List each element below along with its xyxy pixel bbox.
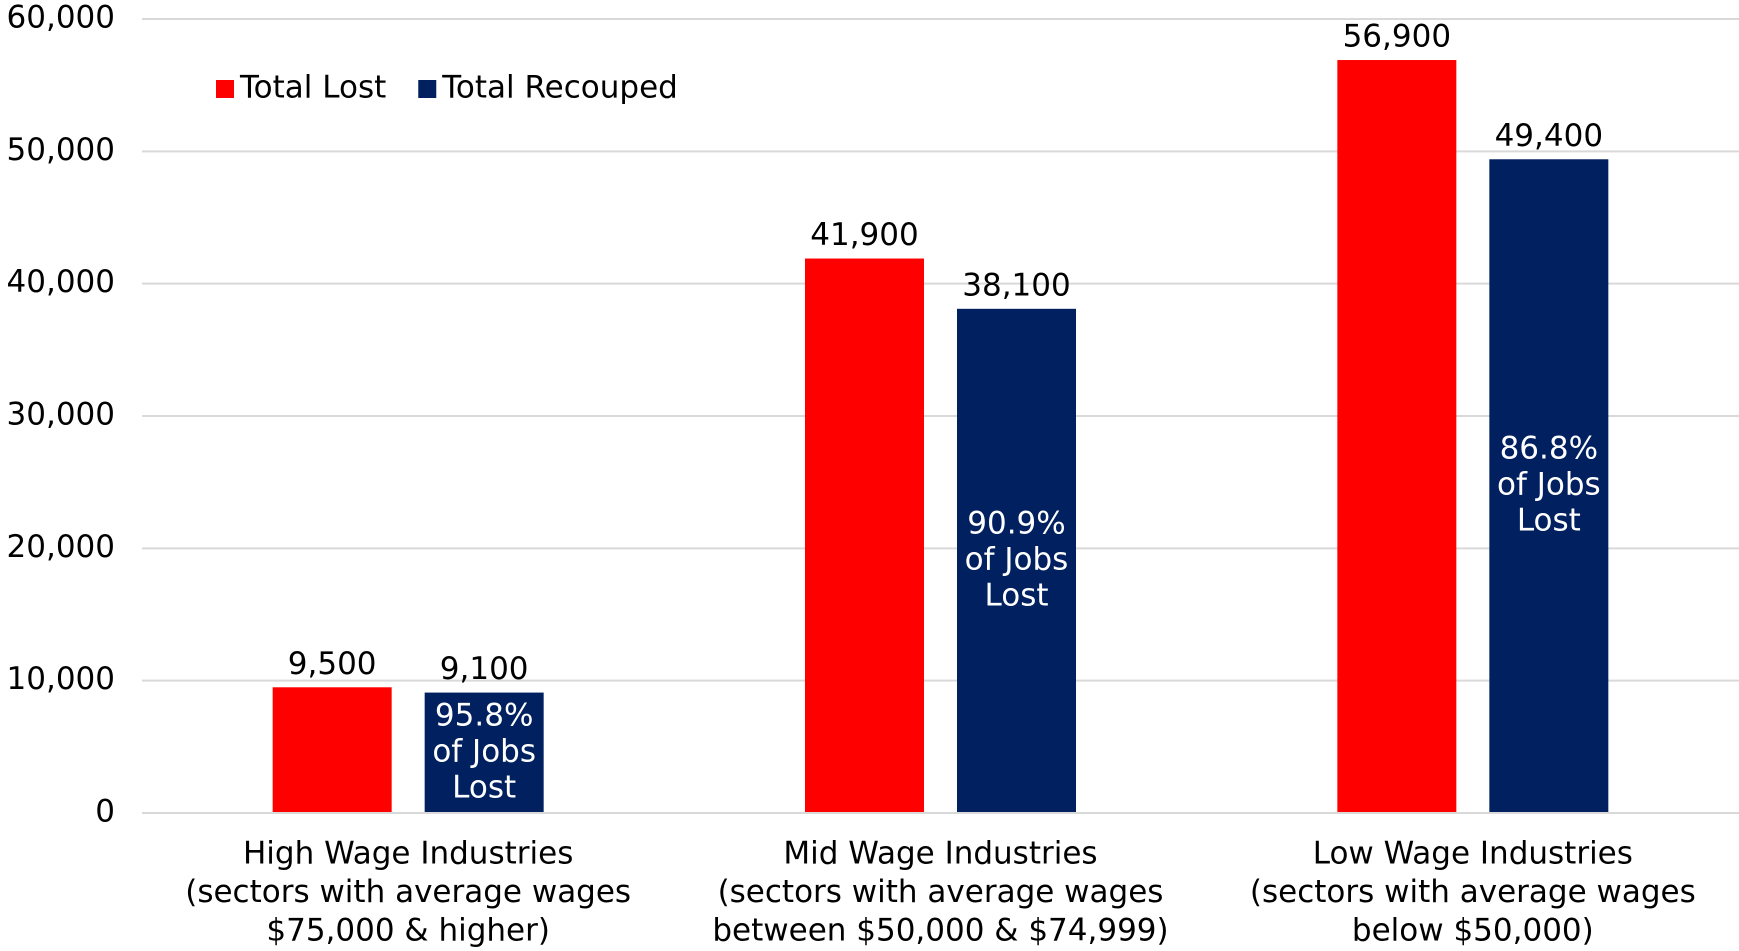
annotation: of Jobs [1497,467,1601,503]
x-tick-label: Low Wage Industries [1313,836,1633,872]
value-label: 49,400 [1495,118,1603,154]
value-label: 38,100 [962,267,1070,303]
x-tick-label: (sectors with average wages [1250,874,1696,910]
bar [1489,159,1609,814]
legend-swatch [418,80,437,98]
x-tick-label: below $50,000) [1352,913,1594,949]
value-label: 41,900 [810,217,918,253]
annotation: of Jobs [965,541,1069,577]
y-tick-label: 40,000 [7,264,115,300]
annotation: Lost [1517,503,1581,539]
bar [272,687,392,813]
x-tick-label: $75,000 & higher) [266,913,550,949]
legend-label: Total Lost [239,70,386,106]
bar [424,692,544,813]
x-tick-label: between $50,000 & $74,999) [712,913,1168,949]
value-label: 9,500 [288,646,377,682]
annotation: 90.9% [967,505,1065,541]
y-tick-label: 30,000 [7,397,115,433]
x-tick-label: Mid Wage Industries [783,836,1097,872]
y-tick-label: 0 [95,794,115,830]
bar [1337,60,1457,814]
y-tick-label: 10,000 [7,661,115,697]
x-tick-label: (sectors with average wages [718,874,1164,910]
legend-swatch [216,80,234,98]
y-tick-label: 50,000 [7,132,115,168]
y-tick-label: 60,000 [7,0,115,36]
annotation: 86.8% [1500,431,1598,467]
x-tick-label: (sectors with average wages [185,874,631,910]
annotation: Lost [452,769,516,805]
annotation: 95.8% [435,697,533,733]
annotation: Lost [985,577,1049,613]
x-tick-label: High Wage Industries [243,836,573,872]
legend-label: Total Recouped [441,70,678,106]
y-tick-label: 20,000 [7,529,115,565]
value-label: 56,900 [1343,19,1451,55]
bar [957,308,1076,813]
value-label: 9,100 [440,651,529,687]
bar [805,258,924,814]
annotation: of Jobs [432,733,536,769]
